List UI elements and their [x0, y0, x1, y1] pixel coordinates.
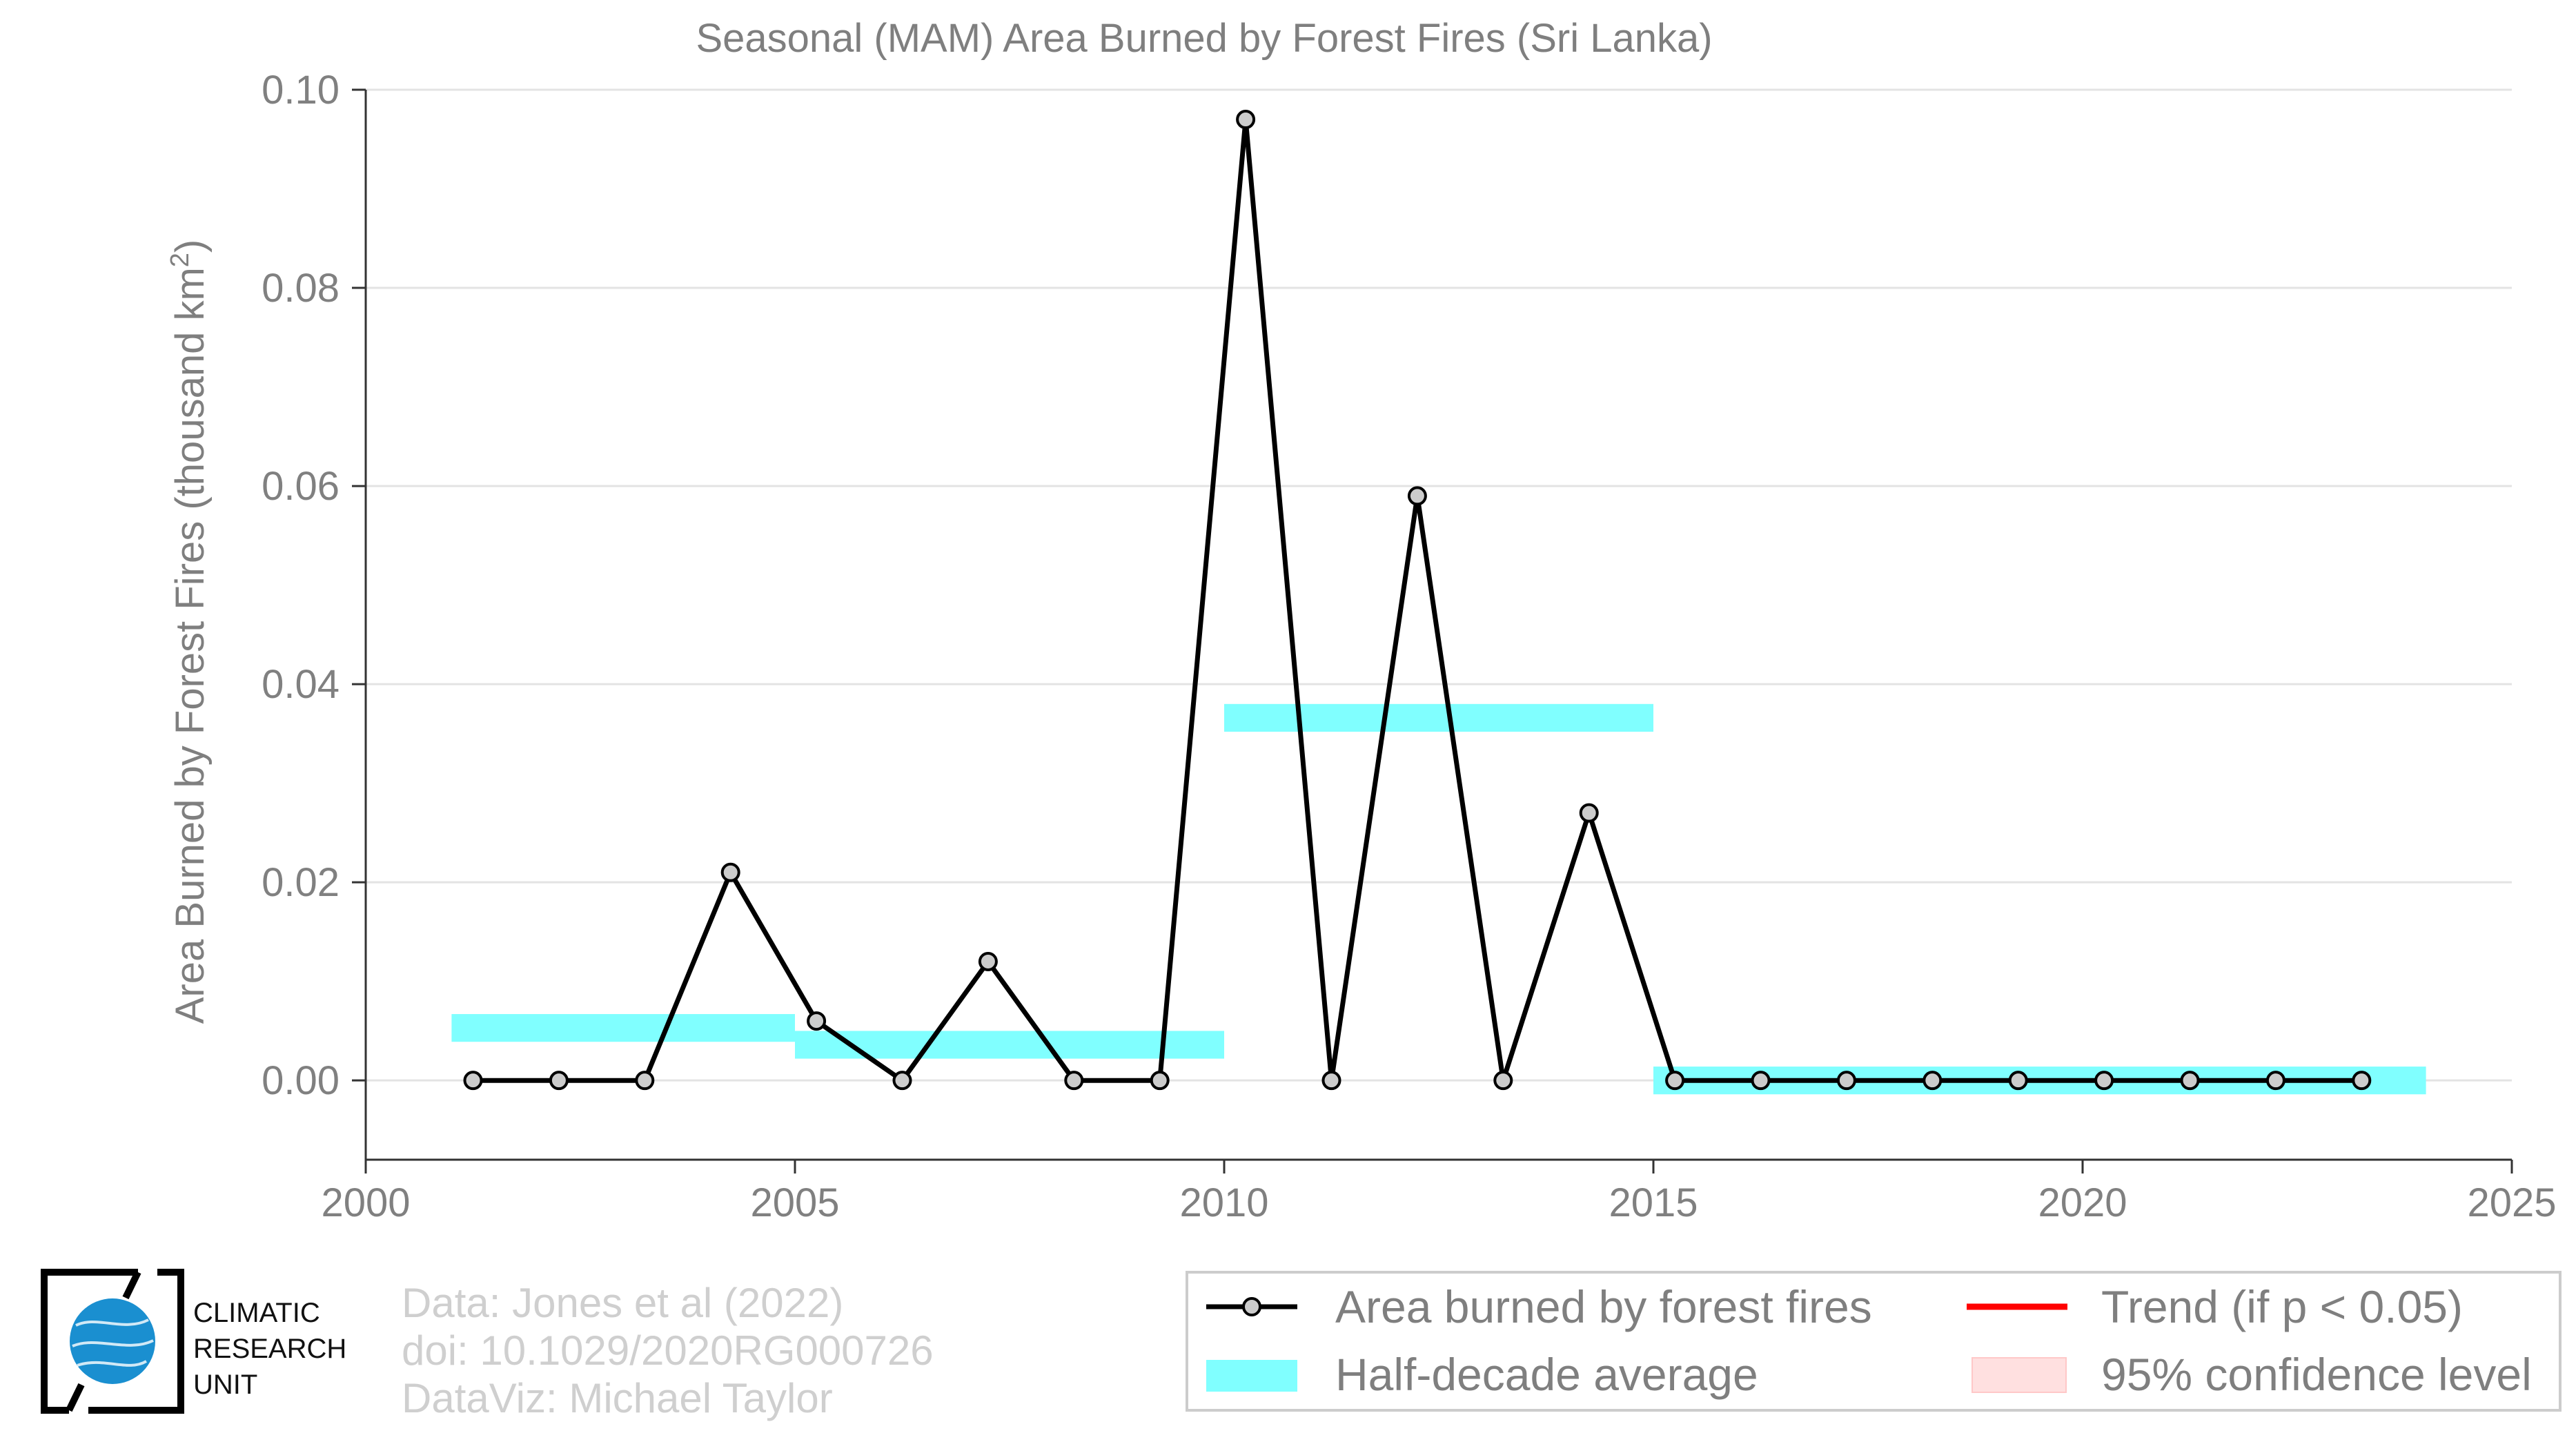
data-point: [1064, 1071, 1084, 1091]
data-point: [635, 1071, 655, 1091]
gridlines: [366, 88, 2512, 1082]
cru-logo: CLIMATIC RESEARCH UNIT: [41, 1269, 346, 1414]
half-decade-average-band: [1224, 703, 1653, 732]
cru-globe-swirl: [72, 1318, 154, 1367]
x-tick-label: 2015: [1609, 1180, 1698, 1225]
y-tick-label: 0.06: [262, 464, 340, 509]
data-point: [1407, 486, 1427, 506]
data-point: [807, 1011, 827, 1031]
legend-label-area-burned: Area burned by forest fires: [1335, 1281, 1872, 1332]
data-point: [892, 1071, 912, 1091]
data-point: [978, 951, 998, 971]
data-point: [1836, 1071, 1856, 1091]
cru-logo-bracket-left: [41, 1269, 138, 1414]
cru-logo-slash-bottom: [66, 1383, 85, 1412]
legend-swatch-half-decade: [1206, 1360, 1297, 1392]
data-point: [1493, 1071, 1513, 1091]
data-point: [1751, 1071, 1771, 1091]
y-axis-label-close: ): [168, 240, 213, 253]
data-point: [1150, 1071, 1170, 1091]
legend-box: [1186, 1271, 2562, 1412]
cru-logo-bracket-right: [88, 1269, 184, 1414]
cru-logo-text-3: UNIT: [193, 1370, 257, 1400]
data-point: [1579, 803, 1599, 823]
cru-logo-text-1: CLIMATIC: [193, 1298, 320, 1328]
series-points: [463, 110, 2372, 1091]
credit-data-source: Data: Jones et al (2022): [402, 1280, 843, 1326]
legend-swatch-area-burned-marker: [1242, 1297, 1261, 1316]
x-tick-labels: 2000 2005 2010 2015 2020 2025: [321, 1180, 2556, 1225]
half-decade-average-band: [451, 1014, 795, 1042]
axes: [352, 88, 2513, 1174]
data-point: [463, 1071, 483, 1091]
series-line: [473, 119, 2362, 1084]
data-point: [1236, 110, 1256, 130]
data-point: [2008, 1071, 2028, 1091]
cru-logo-text-2: RESEARCH: [193, 1334, 346, 1364]
credits: Data: Jones et al (2022) doi: 10.1029/20…: [402, 1280, 934, 1421]
y-tick-labels: 0.00 0.02 0.04 0.06 0.08 0.10: [262, 68, 340, 1103]
y-tick-label: 0.10: [262, 68, 340, 113]
credit-dataviz: DataViz: Michael Taylor: [402, 1375, 833, 1421]
series-line-layer: [473, 119, 2362, 1084]
x-tick-label: 2020: [2038, 1180, 2127, 1225]
y-tick-label: 0.02: [262, 860, 340, 905]
chart-title: Seasonal (MAM) Area Burned by Forest Fir…: [696, 16, 1712, 61]
data-point: [1923, 1071, 1943, 1091]
legend: Area burned by forest fires Trend (if p …: [1186, 1271, 2562, 1412]
cru-logo-slash-top: [122, 1270, 141, 1300]
y-tick-label: 0.08: [262, 266, 340, 311]
y-tick-label: 0.04: [262, 662, 340, 707]
data-point: [720, 862, 740, 882]
y-axis-label: Area Burned by Forest Fires (thousand km…: [166, 240, 213, 1024]
data-point: [549, 1071, 569, 1091]
legend-label-confidence: 95% confidence level: [2101, 1349, 2532, 1400]
y-tick-label: 0.00: [262, 1058, 340, 1103]
x-tick-label: 2000: [321, 1180, 410, 1225]
x-tick-label: 2025: [2467, 1180, 2556, 1225]
data-point: [2265, 1071, 2285, 1091]
x-tick-label: 2005: [750, 1180, 839, 1225]
y-axis-label-superscript: 2: [166, 253, 195, 267]
cru-globe-icon: [70, 1298, 155, 1384]
data-point: [1665, 1071, 1685, 1091]
data-point: [1321, 1071, 1341, 1091]
legend-label-half-decade: Half-decade average: [1335, 1349, 1758, 1400]
credit-doi: doi: 10.1029/2020RG000726: [402, 1327, 934, 1374]
data-point: [2352, 1071, 2372, 1091]
x-tick-label: 2010: [1179, 1180, 1268, 1225]
legend-swatch-confidence: [1972, 1357, 2067, 1393]
legend-label-trend: Trend (if p < 0.05): [2101, 1281, 2463, 1332]
data-point: [2180, 1071, 2200, 1091]
data-point: [2094, 1071, 2114, 1091]
